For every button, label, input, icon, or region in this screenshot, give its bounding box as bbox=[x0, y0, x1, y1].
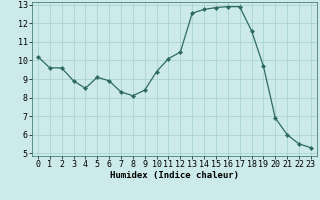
X-axis label: Humidex (Indice chaleur): Humidex (Indice chaleur) bbox=[110, 171, 239, 180]
